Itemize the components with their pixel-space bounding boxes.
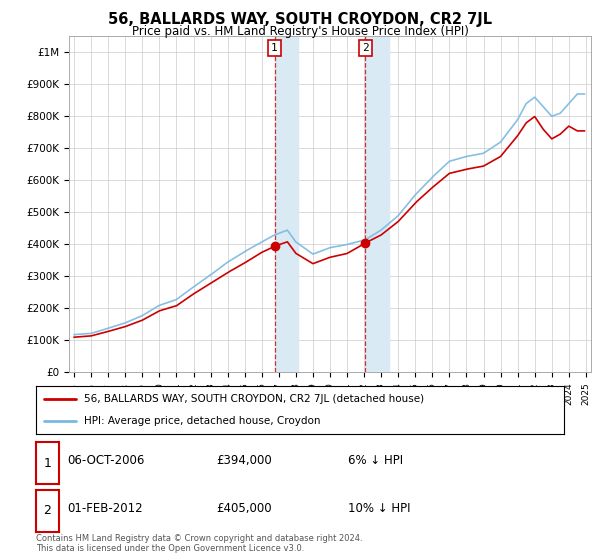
Text: Contains HM Land Registry data © Crown copyright and database right 2024.
This d: Contains HM Land Registry data © Crown c… [36,534,362,553]
Bar [275,36,298,372]
Text: 2: 2 [362,43,369,53]
Text: HPI: Average price, detached house, Croydon: HPI: Average price, detached house, Croy… [83,416,320,426]
Text: 2: 2 [43,505,52,517]
Text: 10% ↓ HPI: 10% ↓ HPI [348,502,410,515]
Text: 56, BALLARDS WAY, SOUTH CROYDON, CR2 7JL (detached house): 56, BALLARDS WAY, SOUTH CROYDON, CR2 7JL… [83,394,424,404]
Text: 6% ↓ HPI: 6% ↓ HPI [348,454,403,467]
Text: 56, BALLARDS WAY, SOUTH CROYDON, CR2 7JL: 56, BALLARDS WAY, SOUTH CROYDON, CR2 7JL [108,12,492,27]
Text: 01-FEB-2012: 01-FEB-2012 [67,502,143,515]
Text: Price paid vs. HM Land Registry's House Price Index (HPI): Price paid vs. HM Land Registry's House … [131,25,469,38]
Text: 06-OCT-2006: 06-OCT-2006 [67,454,145,467]
Bar [365,36,389,372]
Text: £405,000: £405,000 [216,502,272,515]
Text: £394,000: £394,000 [216,454,272,467]
Text: 1: 1 [43,457,52,470]
Text: 1: 1 [271,43,278,53]
